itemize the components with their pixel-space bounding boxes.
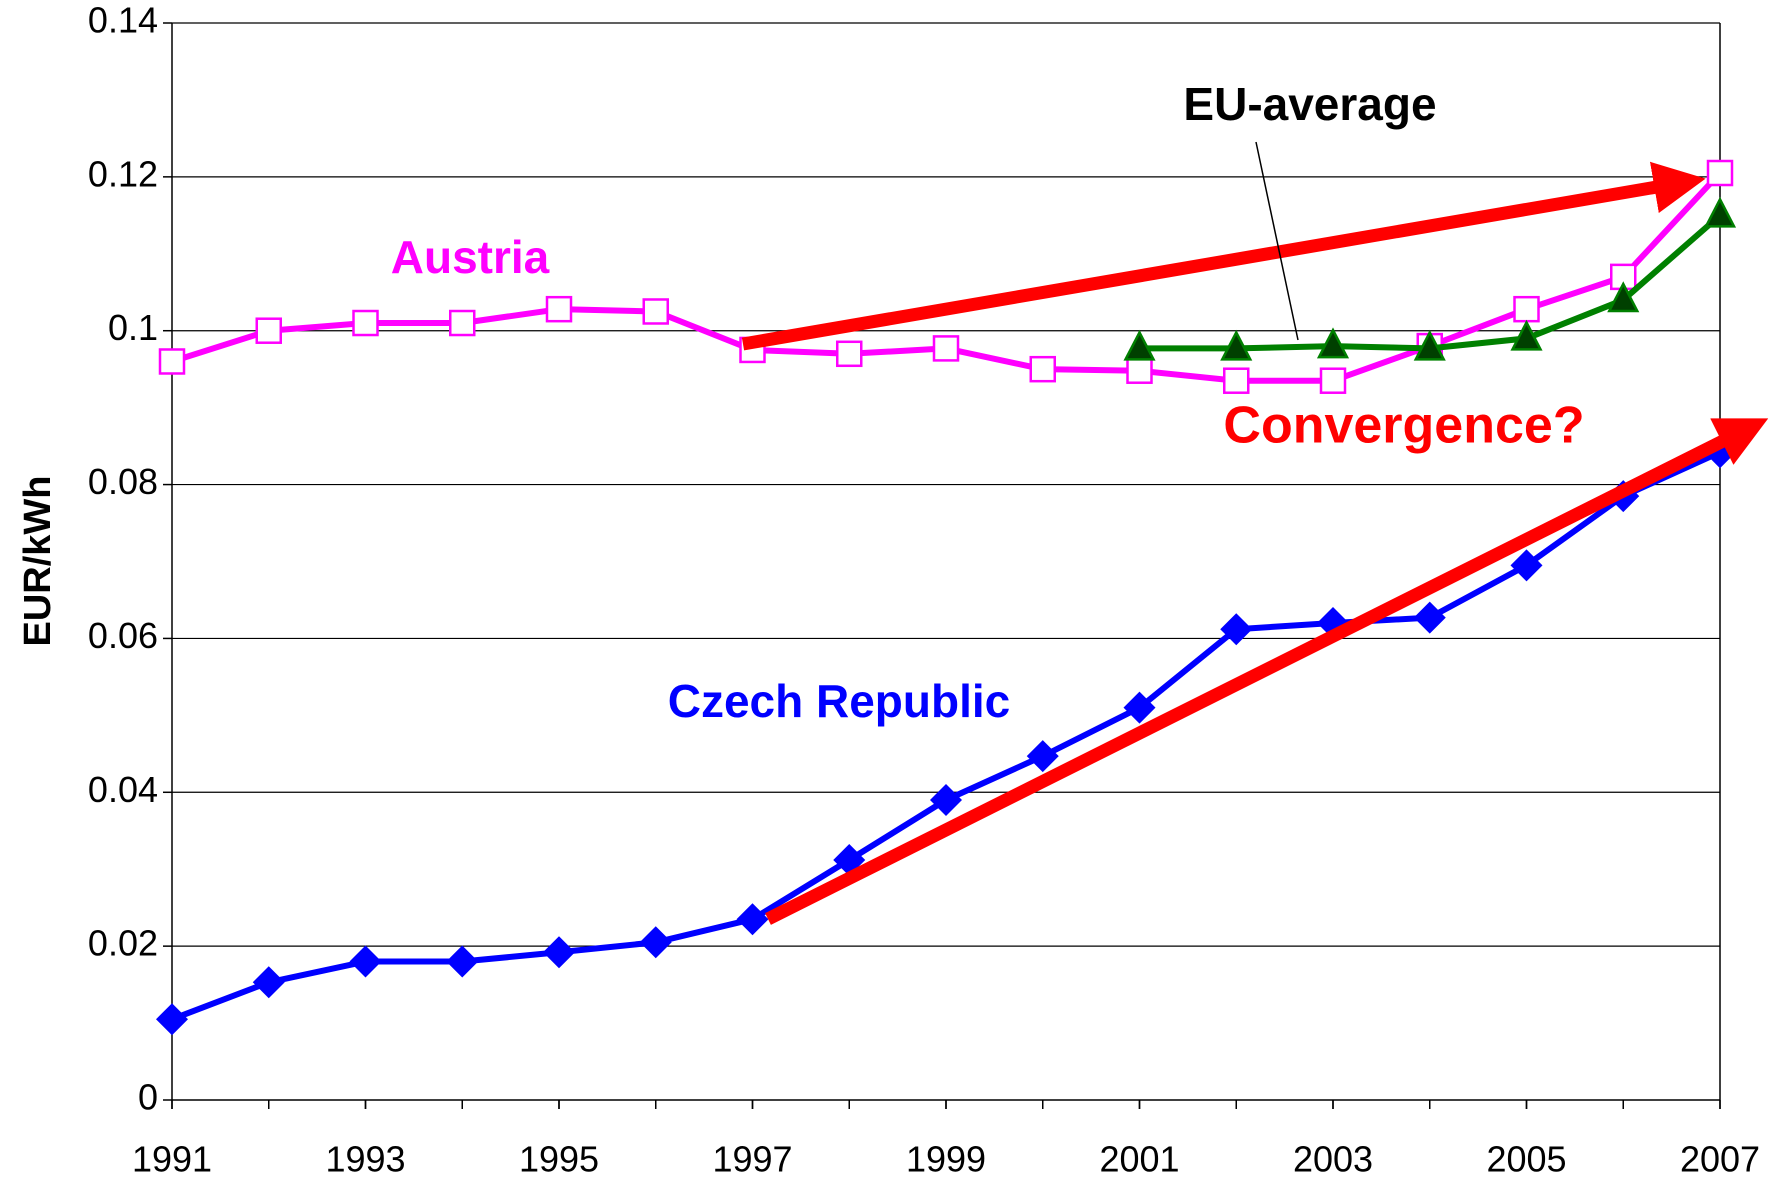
series-label: Czech Republic [668,675,1011,727]
point [449,309,476,337]
point [930,783,962,816]
point [255,317,282,344]
point [1220,329,1253,361]
point [932,335,960,362]
point [736,903,769,936]
point [1510,319,1543,351]
point [446,945,479,978]
point [1319,367,1347,394]
series-label: EU-average [1183,78,1436,130]
x-tick-label: 2007 [1680,1139,1760,1180]
x-tick-label: 2001 [1099,1139,1179,1180]
trend-arrow [765,418,1769,925]
point [252,966,285,999]
point [543,936,575,969]
point [158,348,186,375]
y-tick-label: 0.08 [88,461,158,502]
point [1706,159,1734,187]
point [156,1003,188,1036]
point [639,926,672,959]
point [349,945,382,978]
y-tick-label: 0.1 [108,307,158,348]
x-tick-label: 1993 [325,1139,405,1180]
y-tick-label: 0.06 [88,615,158,656]
pointer-line [1255,141,1299,341]
point [1223,367,1250,394]
point [1123,329,1156,361]
x-tick-label: 1995 [519,1139,599,1180]
y-tick-label: 0.14 [88,0,158,41]
point [1703,196,1737,228]
point [1316,327,1350,359]
point [1607,281,1640,313]
y-tick-label: 0.02 [88,923,158,964]
x-tick-label: 1999 [906,1139,986,1180]
x-tick-label: 1991 [132,1139,212,1180]
point [1026,740,1059,773]
point [1126,357,1153,384]
point [352,309,379,337]
point [1413,601,1446,634]
point [1413,329,1446,361]
trend-arrow [741,161,1706,351]
x-tick-label: 1997 [712,1139,792,1180]
x-tick-label: 2003 [1293,1139,1373,1180]
y-tick-label: 0.12 [88,153,158,194]
point [545,295,573,323]
point [836,340,863,368]
y-axis-label: EUR/kWh [17,476,59,647]
point [1123,691,1156,724]
y-tick-label: 0.04 [88,769,158,810]
point [1513,295,1540,323]
point [1029,355,1056,383]
point [1510,549,1543,582]
series-line [170,449,1722,1023]
y-tick-label: 0 [138,1077,158,1118]
point [642,298,669,325]
x-tick-label: 2005 [1486,1139,1566,1180]
annotation: Convergence? [1223,397,1584,455]
point [1220,613,1253,646]
series-label: Austria [391,231,550,283]
